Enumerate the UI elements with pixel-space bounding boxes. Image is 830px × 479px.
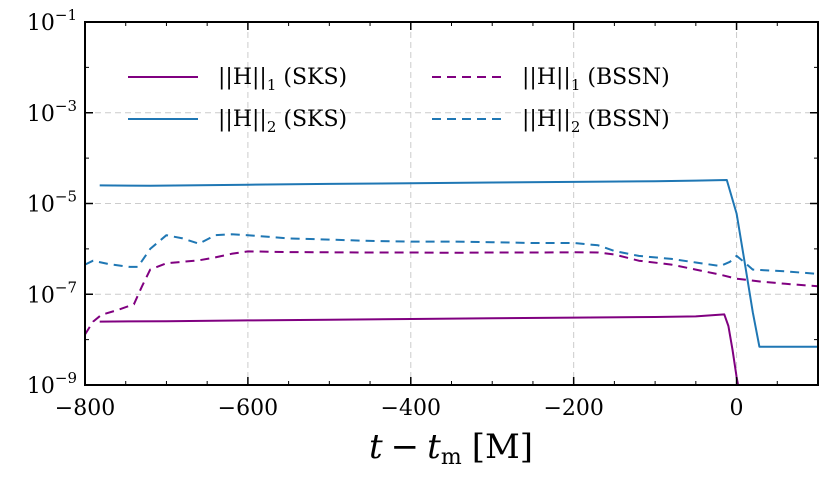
x-tick-label: −400	[381, 396, 441, 421]
legend-label-bssn-h1: ||H||1 (BSSN)	[522, 65, 670, 94]
x-tick-label: −800	[55, 396, 115, 421]
legend-label-sks-h2: ||H||2 (SKS)	[218, 107, 347, 136]
x-tick-label: −200	[543, 396, 603, 421]
legend-label-sks-h1: ||H||1 (SKS)	[218, 65, 347, 94]
x-tick-label: −600	[218, 396, 278, 421]
legend-label-bssn-h2: ||H||2 (BSSN)	[522, 107, 670, 136]
x-tick-label: 0	[730, 396, 744, 421]
line-chart: −800 −600 −400 −200 010−910−710−510−310−1 ||…	[0, 0, 830, 479]
